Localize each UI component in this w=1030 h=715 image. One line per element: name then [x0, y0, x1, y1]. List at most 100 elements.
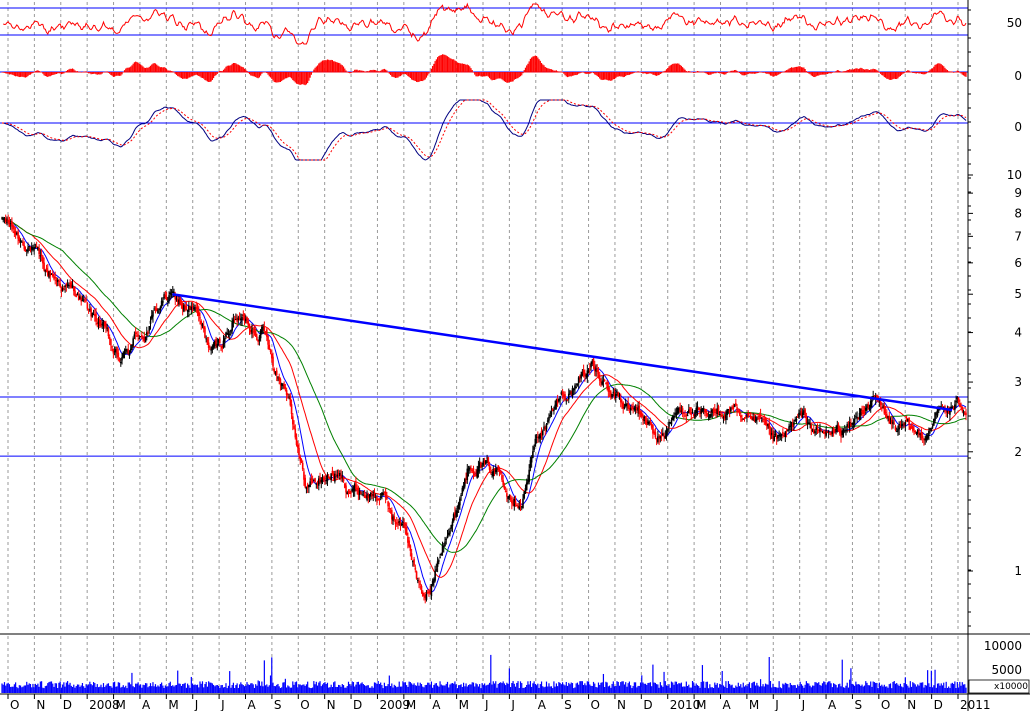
candle-body-461 [571, 388, 574, 397]
macd-bar-69 [86, 72, 88, 73]
volume-bar-749 [928, 683, 930, 693]
macd-bar-488 [605, 72, 607, 80]
candle-body-619 [767, 423, 769, 427]
volume-bar-394 [488, 682, 491, 693]
macd-bar-326 [404, 72, 407, 75]
volume-bar-605 [750, 687, 752, 693]
macd-bar-214 [266, 72, 268, 74]
volume-bar-418 [518, 688, 520, 693]
candle-body-315 [391, 510, 393, 520]
volume-bar-518 [642, 682, 644, 693]
volume-bar-68 [85, 684, 87, 693]
candle-body-139 [173, 292, 175, 294]
candle-body-552 [684, 415, 686, 417]
candle-body-22 [28, 246, 31, 248]
candle-body-77 [96, 323, 99, 325]
volume-bar-202 [251, 683, 253, 693]
volume-bar-695 [861, 684, 863, 693]
macd-bar-342 [424, 72, 426, 80]
candle-body-167 [207, 342, 210, 348]
xtick-label-19: J [510, 698, 515, 711]
candle-body-195 [242, 314, 245, 316]
macd-bar-676 [837, 70, 840, 73]
candle-body-683 [846, 424, 849, 428]
xtick-label-1: N [36, 698, 45, 711]
candle-body-663 [821, 431, 824, 433]
macd-bar-181 [225, 66, 227, 73]
volume-bar-337 [418, 685, 420, 693]
volume-bar-718 [889, 683, 892, 693]
candle-body-545 [675, 412, 678, 416]
volume-bar-728 [902, 687, 904, 693]
macd-bar-318 [394, 72, 397, 78]
candle-body-192 [238, 318, 241, 320]
volume-bar-111 [138, 685, 140, 693]
macd-bar-681 [844, 71, 846, 73]
xtick-label-23: N [617, 698, 626, 711]
volume-bar-385 [477, 686, 480, 693]
macd-bar-511 [633, 72, 635, 73]
candle-body-85 [106, 327, 108, 329]
candle-body-50 [63, 289, 65, 291]
macd-bar-27 [34, 71, 37, 73]
volume-bar-570 [706, 681, 708, 693]
volume-bar-375 [465, 683, 467, 693]
candle-body-38 [48, 271, 50, 278]
candle-body-354 [439, 556, 441, 558]
volume-bar-623 [772, 683, 774, 693]
volume-bar-629 [779, 687, 781, 693]
candle-body-412 [511, 500, 513, 504]
volume-bar-423 [524, 687, 527, 693]
volume-bar-239 [297, 687, 299, 693]
macd-bar-411 [510, 72, 512, 82]
volume-bar-115 [143, 685, 145, 693]
volume-bar-656 [813, 685, 815, 693]
volume-bar-106 [132, 686, 134, 693]
macd-bar-60 [75, 71, 77, 73]
macd-bar-466 [578, 72, 580, 74]
macd-bar-746 [924, 72, 926, 75]
volume-bar-693 [858, 684, 861, 693]
macd-bar-350 [434, 61, 436, 73]
macd-bar-675 [836, 70, 838, 73]
candle-body-254 [315, 483, 318, 485]
volume-bar-445 [552, 688, 554, 693]
volume-bar-78 [97, 687, 100, 693]
volume-bar-1 [2, 684, 4, 693]
volume-bar-318 [394, 685, 397, 693]
volume-bar-177 [220, 685, 222, 693]
candle-body-184 [228, 333, 231, 335]
macd-bar-301 [373, 69, 376, 73]
candle-body-81 [101, 323, 104, 325]
volume-bar-467 [579, 681, 581, 693]
candle-body-199 [247, 321, 250, 326]
volume-bar-542 [672, 682, 674, 693]
volume-bar-503 [623, 684, 626, 693]
macd-bar-766 [949, 71, 951, 73]
volume-bar-701 [868, 685, 871, 693]
macd-bar-192 [238, 65, 241, 73]
volume-bar-692 [857, 684, 859, 693]
macd-bar-293 [363, 71, 366, 73]
volume-bar-487 [604, 686, 606, 693]
macd-bar-521 [646, 72, 648, 75]
xtick-label-35: D [934, 698, 943, 711]
volume-bar-474 [587, 681, 590, 693]
candle-body-676 [837, 424, 840, 431]
volume-bar-270 [335, 686, 337, 693]
macd-bar-218 [271, 72, 273, 79]
xtick-label-36: 2011 [960, 698, 991, 711]
macd-bar-194 [241, 66, 243, 73]
volume-bar-723 [896, 683, 898, 693]
candle-body-379 [470, 468, 472, 471]
candle-body-485 [601, 381, 603, 385]
candle-body-770 [954, 404, 956, 410]
candle-body-452 [560, 392, 563, 395]
macd-bar-625 [774, 72, 777, 76]
macd-bar-677 [839, 71, 841, 73]
macd-bar-388 [481, 72, 483, 77]
candle-body-638 [790, 422, 793, 426]
volume-bar-157 [195, 685, 197, 693]
volume-bar-133 [165, 686, 168, 693]
candle-body-767 [950, 406, 952, 411]
